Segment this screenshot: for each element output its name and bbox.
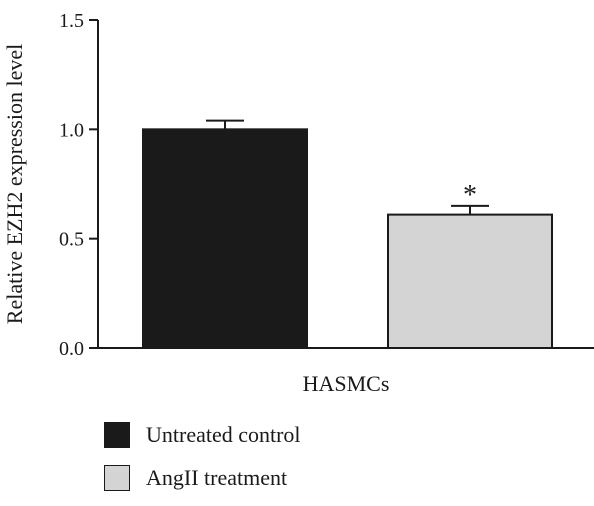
y-axis-title: Relative EZH2 expression level xyxy=(2,44,27,324)
y-tick-label: 0.5 xyxy=(59,229,84,251)
y-tick-label: 1.5 xyxy=(59,10,84,32)
y-tick-label: 1.0 xyxy=(59,119,84,141)
legend-label-angii-treatment: AngII treatment xyxy=(146,465,288,490)
legend-item-angii-treatment: AngII treatment xyxy=(104,463,301,493)
y-tick-label: 0.0 xyxy=(59,338,84,360)
y-axis-ticks: 0.0 0.5 1.0 1.5 xyxy=(59,10,98,360)
bar-untreated-control xyxy=(142,128,308,349)
significance-marker: * xyxy=(463,180,477,211)
bar-chart: 0.0 0.5 1.0 1.5 * HASMCs Relative EZH2 expr… xyxy=(2,10,594,396)
legend: Untreated control AngII treatment xyxy=(104,420,301,506)
bar-angii-treatment xyxy=(387,213,553,349)
legend-label-untreated-control: Untreated control xyxy=(146,422,301,447)
legend-item-untreated-control: Untreated control xyxy=(104,420,301,450)
legend-swatch-angii-treatment xyxy=(104,465,130,491)
legend-swatch-untreated-control xyxy=(104,422,130,448)
bars: * xyxy=(142,119,553,349)
x-axis-title: HASMCs xyxy=(303,371,390,396)
